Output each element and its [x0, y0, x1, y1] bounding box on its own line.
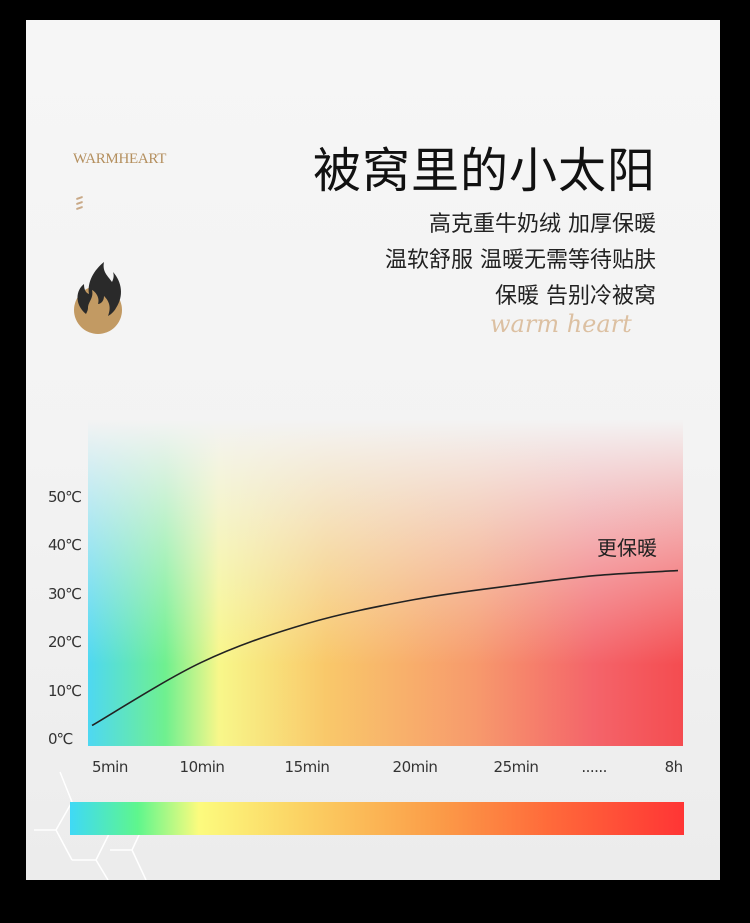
y-tick-label: 10℃	[48, 681, 82, 700]
x-tick-label: 20min	[392, 758, 438, 776]
script-logo: warm heart	[490, 310, 632, 338]
x-tick-label: 25min	[493, 758, 539, 776]
series-line	[91, 569, 679, 727]
promo-card: WARMHEART 被窝里的小太阳 高克重牛奶绒 加厚保暖 温软舒服 温暖无需等…	[26, 20, 720, 880]
y-tick-label: 20℃	[48, 633, 82, 652]
brand-name: WARMHEART	[73, 151, 167, 167]
chart-annotation: 更保暖	[597, 536, 657, 560]
x-tick-label: ......	[581, 758, 607, 776]
x-tick-label: 5min	[92, 758, 128, 776]
y-tick-label: 40℃	[48, 536, 82, 555]
subtitle-line-2: 温软舒服 温暖无需等待贴肤	[385, 248, 656, 273]
y-tick-label: 0℃	[48, 730, 73, 748]
y-tick-label: 30℃	[48, 584, 82, 603]
x-tick-label: 10min	[179, 758, 225, 776]
subtitle-line-1: 高克重牛奶绒 加厚保暖	[429, 212, 656, 237]
subtitle-line-3: 保暖 告别冷被窝	[495, 284, 656, 309]
y-tick-label: 50℃	[48, 488, 82, 506]
color-scale-bar	[70, 802, 684, 835]
x-tick-label: 8h	[664, 758, 684, 776]
page-title: 被窝里的小太阳	[312, 143, 656, 199]
chart-svg	[34, 569, 679, 880]
x-tick-label: 15min	[284, 758, 330, 776]
flame-icon	[74, 262, 122, 334]
chart-plot-area	[88, 420, 683, 746]
